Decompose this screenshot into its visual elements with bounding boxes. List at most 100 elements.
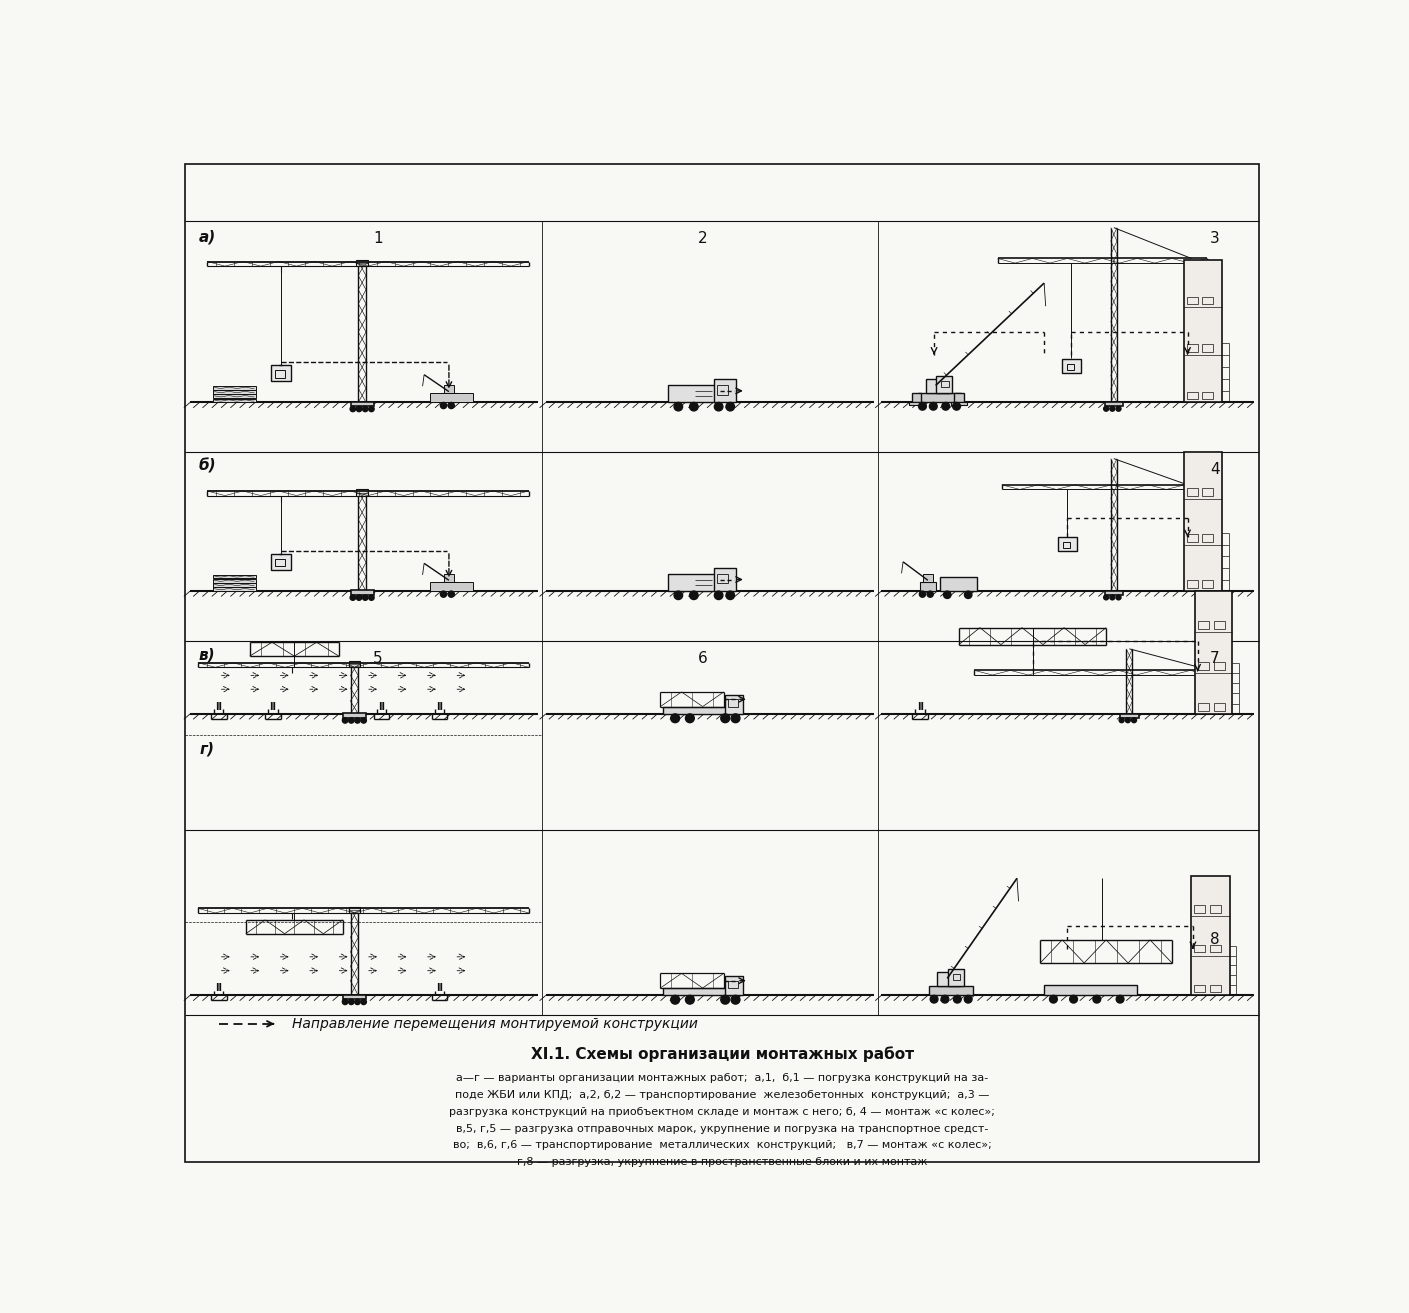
Bar: [662, 987, 728, 995]
Text: II: II: [917, 702, 924, 712]
Bar: [668, 574, 714, 591]
Bar: [1202, 580, 1213, 588]
Bar: [1213, 702, 1224, 710]
Bar: [430, 582, 473, 591]
Circle shape: [930, 995, 938, 1003]
Text: а): а): [199, 230, 216, 244]
Circle shape: [355, 718, 361, 723]
Bar: [1105, 402, 1123, 406]
Bar: [275, 559, 286, 566]
Circle shape: [671, 714, 679, 722]
Bar: [1195, 985, 1205, 993]
Circle shape: [349, 406, 355, 412]
Bar: [351, 591, 373, 595]
Bar: [1202, 344, 1213, 352]
Bar: [348, 907, 361, 913]
Circle shape: [944, 591, 951, 599]
Bar: [714, 379, 735, 402]
Bar: [1192, 876, 1230, 995]
Bar: [1198, 702, 1209, 710]
Bar: [441, 393, 457, 402]
Bar: [213, 394, 255, 398]
Circle shape: [714, 591, 723, 600]
Bar: [1186, 297, 1198, 305]
Circle shape: [361, 999, 366, 1004]
Bar: [726, 695, 743, 714]
Circle shape: [726, 402, 734, 411]
Bar: [912, 393, 921, 402]
Bar: [1044, 985, 1137, 995]
Circle shape: [919, 591, 926, 597]
Circle shape: [348, 999, 354, 1004]
Circle shape: [361, 718, 366, 723]
Bar: [1213, 621, 1224, 629]
Bar: [920, 582, 936, 591]
Circle shape: [448, 591, 454, 597]
Bar: [1186, 488, 1198, 495]
Circle shape: [714, 402, 723, 411]
Text: в,5, г,5 — разгрузка отправочных марок, укрупнение и погрузка на транспортное ср: в,5, г,5 — разгрузка отправочных марок, …: [457, 1124, 988, 1133]
Bar: [348, 662, 361, 667]
Circle shape: [731, 714, 740, 722]
Bar: [948, 969, 964, 986]
Text: 2: 2: [699, 231, 707, 246]
Circle shape: [1119, 718, 1124, 722]
Circle shape: [952, 402, 961, 410]
Bar: [714, 569, 735, 591]
Bar: [1067, 364, 1074, 370]
Circle shape: [356, 595, 362, 600]
Circle shape: [342, 999, 348, 1004]
Bar: [342, 713, 366, 718]
Bar: [444, 386, 454, 393]
Bar: [937, 377, 952, 393]
Circle shape: [954, 995, 961, 1003]
Circle shape: [342, 718, 348, 723]
Circle shape: [941, 402, 950, 410]
Bar: [717, 386, 728, 395]
Bar: [213, 579, 255, 583]
Circle shape: [356, 406, 362, 412]
Bar: [926, 379, 948, 393]
Bar: [441, 582, 457, 591]
Bar: [1210, 945, 1220, 952]
Circle shape: [930, 402, 937, 410]
Bar: [917, 393, 961, 402]
Circle shape: [674, 591, 682, 600]
Bar: [1186, 534, 1198, 542]
Text: 7: 7: [1210, 650, 1219, 666]
Bar: [213, 583, 255, 587]
Bar: [1186, 391, 1198, 399]
Circle shape: [362, 595, 368, 600]
Bar: [1195, 905, 1205, 913]
Text: г,8 — разгрузка, укрупнение в пространственные блоки и их монтаж: г,8 — разгрузка, укрупнение в пространст…: [517, 1158, 927, 1167]
Text: во;  в,6, г,6 — транспортирование  металлических  конструкций;   в,7 — монтаж «с: во; в,6, г,6 — транспортирование металли…: [452, 1141, 992, 1150]
Text: в): в): [199, 647, 216, 663]
Text: г): г): [200, 742, 214, 756]
Circle shape: [1103, 406, 1109, 411]
Bar: [213, 575, 255, 578]
Circle shape: [1050, 995, 1057, 1003]
Bar: [1195, 945, 1205, 952]
Bar: [1202, 391, 1213, 399]
Bar: [213, 386, 255, 390]
Circle shape: [362, 406, 368, 412]
Text: а—г — варианты организации монтажных работ;  а,1,  б,1 — погрузка конструкций на: а—г — варианты организации монтажных раб…: [457, 1073, 988, 1083]
Circle shape: [941, 995, 948, 1003]
Bar: [356, 260, 368, 267]
Bar: [1198, 662, 1209, 670]
Bar: [430, 393, 473, 402]
Circle shape: [685, 714, 695, 722]
Circle shape: [721, 995, 730, 1004]
Bar: [1186, 344, 1198, 352]
Circle shape: [369, 595, 375, 600]
Circle shape: [1116, 406, 1122, 411]
Bar: [726, 977, 743, 995]
Text: II: II: [269, 702, 276, 712]
Text: 5: 5: [373, 650, 382, 666]
Bar: [728, 700, 738, 706]
Text: поде ЖБИ или КПД;  а,2, б,2 — транспортирование  железобетонных  конструкций;  а: поде ЖБИ или КПД; а,2, б,2 — транспортир…: [455, 1090, 989, 1100]
Circle shape: [919, 402, 926, 410]
Circle shape: [1103, 595, 1109, 600]
Bar: [1198, 621, 1209, 629]
Circle shape: [964, 995, 972, 1003]
